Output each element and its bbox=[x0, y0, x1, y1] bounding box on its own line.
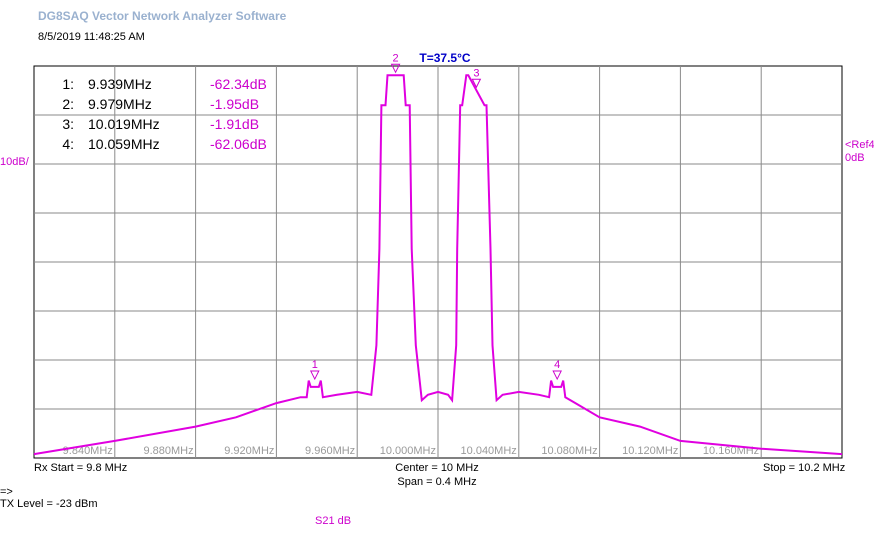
marker-number: 1: bbox=[62, 76, 74, 92]
marker-label: 4 bbox=[554, 359, 560, 371]
temperature-readout: T=37.5°C bbox=[419, 51, 471, 65]
ref-value: 0dB bbox=[845, 152, 865, 164]
marker-triangle-icon[interactable] bbox=[471, 78, 482, 89]
marker-triangle-icon[interactable] bbox=[309, 370, 320, 381]
timestamp: 8/5/2019 11:48:25 AM bbox=[38, 31, 145, 43]
stop-label: Stop = 10.2 MHz bbox=[763, 462, 846, 474]
marker-value: -62.34dB bbox=[210, 76, 267, 92]
marker-number: 4: bbox=[62, 136, 74, 152]
marker-frequency: 9.939MHz bbox=[88, 76, 152, 92]
marker-frequency: 10.059MHz bbox=[88, 136, 160, 152]
grid bbox=[34, 66, 842, 458]
marker-label: 1 bbox=[312, 359, 318, 371]
marker-value: -1.95dB bbox=[210, 96, 260, 112]
center-label: Center = 10 MHz bbox=[395, 462, 479, 474]
marker-value: -1.91dB bbox=[210, 116, 260, 132]
x-tick-label: 9.960MHz bbox=[305, 445, 355, 457]
x-tick-label: 9.840MHz bbox=[63, 445, 113, 457]
x-tick-label: 10.040MHz bbox=[461, 445, 517, 457]
scale-label: 10dB/ bbox=[0, 156, 29, 168]
ref-label: <Ref4 bbox=[845, 139, 874, 151]
x-tick-label: 9.880MHz bbox=[143, 445, 193, 457]
app-title: DG8SAQ Vector Network Analyzer Software bbox=[38, 9, 287, 23]
x-tick-label: 10.120MHz bbox=[622, 445, 678, 457]
x-tick-label: 9.920MHz bbox=[224, 445, 274, 457]
marker-frequency: 10.019MHz bbox=[88, 116, 160, 132]
marker-label: 3 bbox=[473, 67, 479, 79]
x-tick-labels: 9.840MHz 9.880MHz 9.920MHz 9.960MHz 10.000MH… bbox=[63, 445, 760, 457]
marker-number: 2: bbox=[62, 96, 74, 112]
s21-trace bbox=[33, 74, 843, 456]
rx-start-label: Rx Start = 9.8 MHz bbox=[34, 462, 128, 474]
span-label: Span = 0.4 MHz bbox=[397, 476, 477, 488]
marker-label: 2 bbox=[393, 52, 399, 64]
marker-glyphs: 1 2 3 4 bbox=[309, 52, 562, 381]
x-tick-label: 10.000MHz bbox=[380, 445, 436, 457]
marker-number: 3: bbox=[62, 116, 74, 132]
marker-frequency: 9.979MHz bbox=[88, 96, 152, 112]
arrow-indicator: => bbox=[0, 486, 13, 498]
trace-label[interactable]: S21 dB bbox=[315, 515, 352, 527]
marker-triangle-icon[interactable] bbox=[552, 370, 562, 381]
tx-level-label: TX Level = -23 dBm bbox=[0, 498, 98, 510]
marker-triangle-icon[interactable] bbox=[390, 63, 401, 74]
marker-value: -62.06dB bbox=[210, 136, 267, 152]
x-tick-label: 10.080MHz bbox=[541, 445, 597, 457]
